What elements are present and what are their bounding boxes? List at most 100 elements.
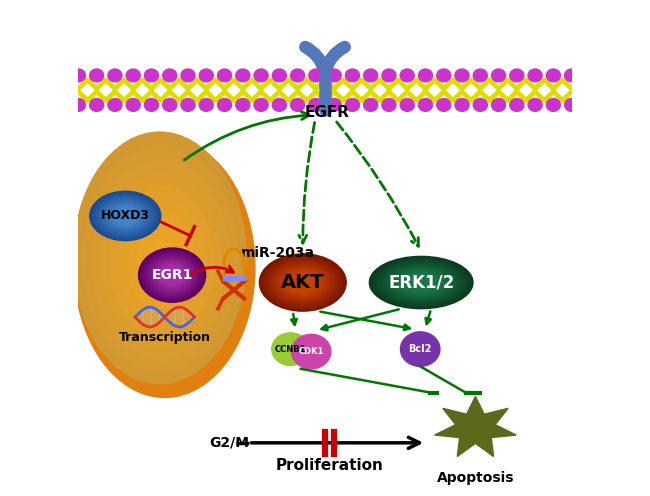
Ellipse shape [390, 267, 452, 298]
Ellipse shape [400, 69, 414, 82]
Ellipse shape [285, 271, 320, 294]
Ellipse shape [72, 99, 85, 111]
Ellipse shape [142, 250, 202, 300]
Ellipse shape [437, 99, 451, 111]
Ellipse shape [291, 334, 331, 369]
Ellipse shape [385, 264, 458, 301]
Ellipse shape [287, 272, 318, 293]
Ellipse shape [387, 265, 455, 300]
Ellipse shape [75, 138, 255, 397]
Ellipse shape [155, 254, 173, 279]
Ellipse shape [94, 194, 157, 238]
Text: CCNB1: CCNB1 [275, 345, 306, 354]
Ellipse shape [261, 255, 344, 310]
Polygon shape [435, 396, 516, 456]
Ellipse shape [369, 256, 473, 309]
Ellipse shape [510, 69, 524, 82]
Text: Proliferation: Proliferation [276, 457, 384, 473]
Ellipse shape [291, 99, 305, 111]
Ellipse shape [199, 69, 213, 82]
Ellipse shape [90, 69, 104, 82]
Ellipse shape [236, 69, 250, 82]
Text: AKT: AKT [281, 273, 324, 292]
Ellipse shape [565, 69, 578, 82]
Ellipse shape [73, 132, 246, 383]
Ellipse shape [72, 69, 85, 82]
Ellipse shape [455, 99, 469, 111]
Ellipse shape [528, 99, 542, 111]
Ellipse shape [138, 248, 205, 302]
Ellipse shape [281, 268, 324, 297]
Ellipse shape [126, 99, 140, 111]
Ellipse shape [92, 159, 230, 361]
Ellipse shape [150, 257, 194, 293]
Ellipse shape [372, 258, 471, 308]
Ellipse shape [272, 99, 287, 111]
Text: CDK1: CDK1 [298, 347, 324, 356]
Ellipse shape [128, 213, 197, 314]
Ellipse shape [113, 207, 138, 225]
Ellipse shape [83, 146, 238, 372]
Ellipse shape [491, 99, 506, 111]
Ellipse shape [157, 263, 187, 287]
Text: Transcription: Transcription [119, 331, 211, 344]
Ellipse shape [99, 197, 152, 235]
Ellipse shape [435, 397, 516, 459]
Ellipse shape [90, 191, 161, 241]
Ellipse shape [181, 69, 195, 82]
Ellipse shape [218, 69, 231, 82]
Ellipse shape [382, 263, 460, 302]
Ellipse shape [92, 192, 159, 240]
Ellipse shape [377, 260, 465, 305]
Ellipse shape [102, 200, 148, 232]
Text: Bcl2: Bcl2 [408, 344, 432, 354]
Ellipse shape [345, 99, 359, 111]
Ellipse shape [272, 262, 333, 303]
Ellipse shape [268, 259, 337, 306]
Ellipse shape [162, 69, 177, 82]
Ellipse shape [159, 264, 185, 286]
Ellipse shape [309, 99, 323, 111]
Ellipse shape [140, 249, 204, 301]
Ellipse shape [155, 261, 189, 289]
Ellipse shape [283, 270, 322, 296]
Ellipse shape [95, 195, 155, 237]
Text: EGFR: EGFR [305, 105, 350, 120]
Ellipse shape [119, 200, 205, 326]
Ellipse shape [104, 201, 146, 231]
Ellipse shape [455, 69, 469, 82]
Ellipse shape [146, 241, 181, 291]
Ellipse shape [546, 69, 560, 82]
Ellipse shape [395, 269, 447, 296]
Ellipse shape [153, 260, 190, 290]
Ellipse shape [259, 254, 346, 311]
Ellipse shape [546, 99, 560, 111]
Ellipse shape [199, 99, 213, 111]
Ellipse shape [270, 261, 335, 304]
Ellipse shape [106, 202, 145, 230]
Ellipse shape [137, 227, 189, 303]
Ellipse shape [277, 265, 329, 300]
Ellipse shape [149, 256, 196, 294]
Ellipse shape [161, 266, 184, 285]
Ellipse shape [400, 332, 440, 367]
Text: miR-203a: miR-203a [241, 246, 315, 260]
Ellipse shape [107, 204, 143, 228]
Ellipse shape [254, 99, 268, 111]
Ellipse shape [403, 273, 439, 292]
Ellipse shape [374, 259, 468, 306]
Ellipse shape [110, 186, 214, 337]
Ellipse shape [400, 99, 414, 111]
Ellipse shape [101, 173, 222, 349]
Ellipse shape [380, 261, 463, 304]
Ellipse shape [382, 99, 396, 111]
Ellipse shape [254, 69, 268, 82]
Ellipse shape [181, 99, 195, 111]
Text: ERK1/2: ERK1/2 [388, 273, 454, 292]
Ellipse shape [274, 264, 331, 301]
Ellipse shape [236, 99, 250, 111]
Text: EGR1: EGR1 [151, 268, 193, 282]
Ellipse shape [473, 69, 488, 82]
Ellipse shape [291, 69, 305, 82]
Ellipse shape [100, 199, 150, 233]
